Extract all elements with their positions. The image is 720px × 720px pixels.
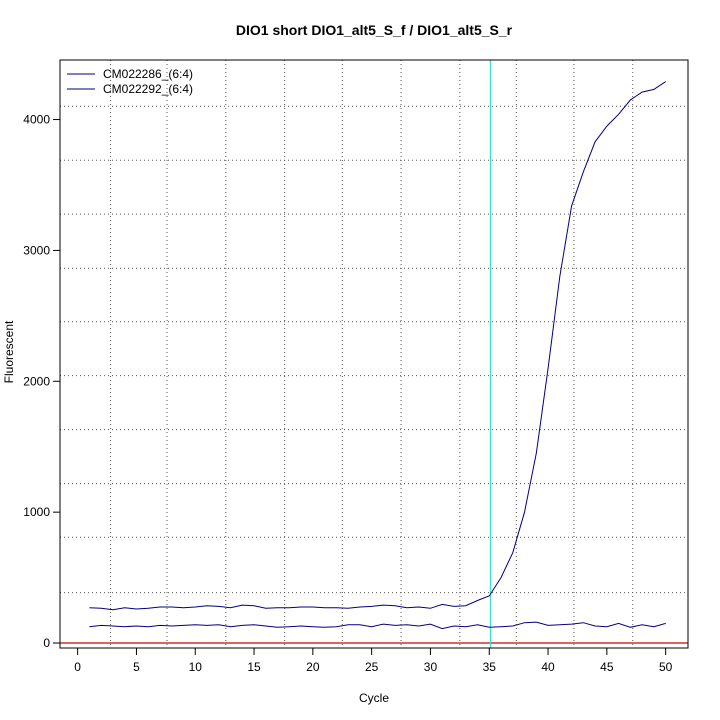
x-tick-label: 40 [541,660,555,674]
x-tick-label: 35 [483,660,497,674]
y-tick-label: 4000 [23,113,50,127]
x-tick-label: 25 [365,660,379,674]
legend: CM022286_(6:4)CM022292_(6:4) [67,67,193,96]
x-tick-label: 15 [247,660,261,674]
y-tick-label: 2000 [23,374,50,388]
series-line-1 [89,81,666,611]
axes: 0 5 10 15 20 25 30 35 40 45 50 0 1000 2000 3000 4000 [23,59,689,674]
x-tick-label: 30 [424,660,438,674]
legend-entry: CM022292_(6:4) [103,82,193,96]
y-tick-label: 1000 [23,505,50,519]
y-tick-label: 3000 [23,243,50,257]
grid-lines [60,60,688,648]
y-axis-label: Fluorescent [2,320,16,383]
legend-entry: CM022286_(6:4) [103,67,193,81]
plot-frame [59,59,689,649]
y-tick-label: 0 [43,636,50,650]
x-tick-label: 0 [74,660,81,674]
reference-lines [60,60,688,648]
x-tick-label: 20 [306,660,320,674]
x-tick-label: 10 [189,660,203,674]
data-series [89,81,666,630]
x-tick-label: 45 [600,660,614,674]
x-tick-label: 50 [659,660,673,674]
x-tick-label: 5 [133,660,140,674]
chart-title: DIO1 short DIO1_alt5_S_f / DIO1_alt5_S_r [236,22,513,38]
series-line-2 [89,621,666,630]
x-axis-label: Cycle [359,691,389,705]
